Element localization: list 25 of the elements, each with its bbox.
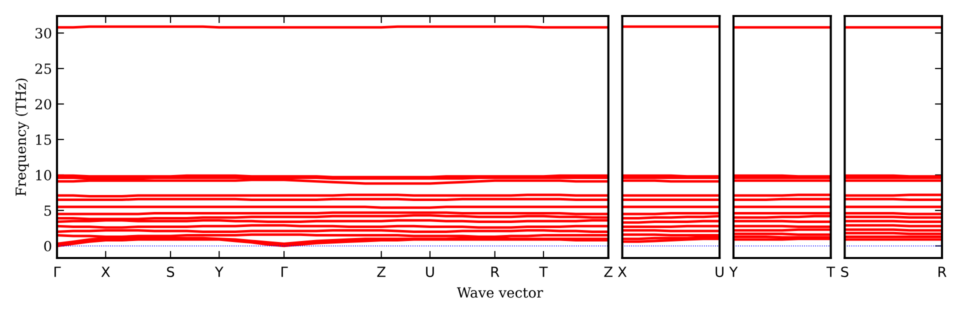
x-tick-label: Y — [729, 266, 738, 277]
y-tick-label: 30 — [36, 28, 52, 39]
y-axis-title: Frequency (THz) — [15, 78, 29, 196]
x-tick-label: Γ — [282, 266, 288, 277]
x-tick-label: Γ — [54, 266, 61, 277]
y-tick-label: 25 — [35, 63, 52, 74]
x-tick-label: U — [716, 266, 724, 278]
x-tick-label: X — [101, 266, 110, 277]
y-tick-label: 10 — [36, 170, 52, 180]
x-tick-label: S — [841, 266, 848, 278]
y-tick-label: 20 — [35, 98, 52, 110]
x-tick-label: S — [167, 266, 174, 278]
x-tick-label: U — [426, 266, 434, 278]
x-axis-title: Wave vector — [456, 287, 544, 298]
x-tick-label: T — [539, 266, 548, 277]
x-tick-label: Z — [604, 266, 612, 277]
x-tick-label: Y — [214, 266, 224, 277]
x-tick-label: X — [618, 266, 627, 277]
x-tick-label: Z — [377, 266, 386, 277]
y-tick-label: 5 — [44, 206, 52, 216]
x-tick-label: T — [826, 266, 836, 277]
x-tick-label: R — [938, 266, 946, 277]
y-tick-label: 15 — [36, 134, 52, 145]
y-tick-label: 0 — [44, 240, 52, 252]
x-tick-label: R — [491, 266, 500, 277]
